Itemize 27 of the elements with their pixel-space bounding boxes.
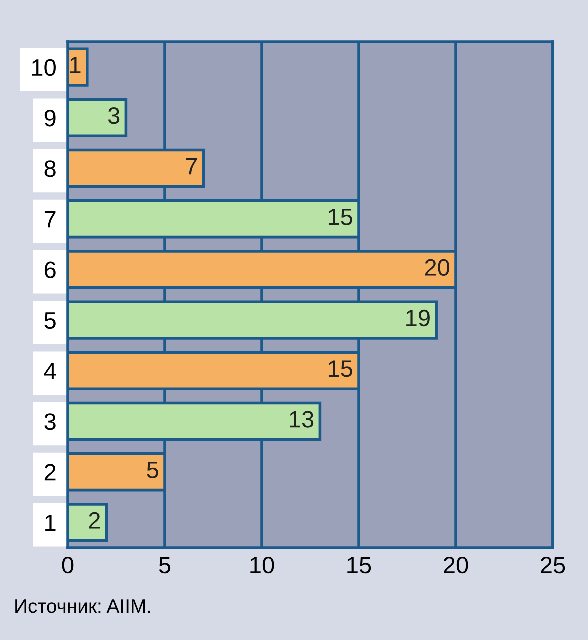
data-label: 7: [186, 158, 198, 175]
y-tick-label: 6: [44, 262, 56, 278]
data-label: 20: [425, 259, 450, 276]
y-tick-label: 4: [44, 363, 56, 380]
data-label: 5: [147, 462, 158, 478]
y-tick-label: 5: [44, 312, 56, 330]
data-label: 1: [70, 57, 81, 74]
text: Источник: AIIM.: [16, 600, 150, 614]
data-label: 3: [108, 108, 120, 124]
data-label: 15: [328, 208, 352, 226]
y-tick-label: 7: [44, 211, 56, 228]
x-tick-label: 20: [444, 556, 468, 574]
data-label: 19: [406, 310, 430, 327]
y-tick-label: 3: [44, 414, 56, 430]
y-tick-label: 9: [44, 110, 56, 127]
data-label: 2: [89, 512, 100, 529]
y-tick-label: 10: [32, 59, 56, 76]
x-tick-label: 25: [541, 556, 566, 574]
x-tick-label: 0: [62, 556, 74, 574]
data-label: 15: [328, 360, 352, 378]
x-tick-label: 10: [250, 556, 274, 574]
data-label: 13: [290, 411, 314, 428]
y-tick-label: 1: [46, 515, 56, 532]
x-tick-label: 15: [348, 557, 372, 574]
y-tick-label: 2: [44, 464, 56, 481]
y-tick-label: 8: [44, 160, 56, 178]
x-tick-label: 5: [159, 557, 171, 574]
